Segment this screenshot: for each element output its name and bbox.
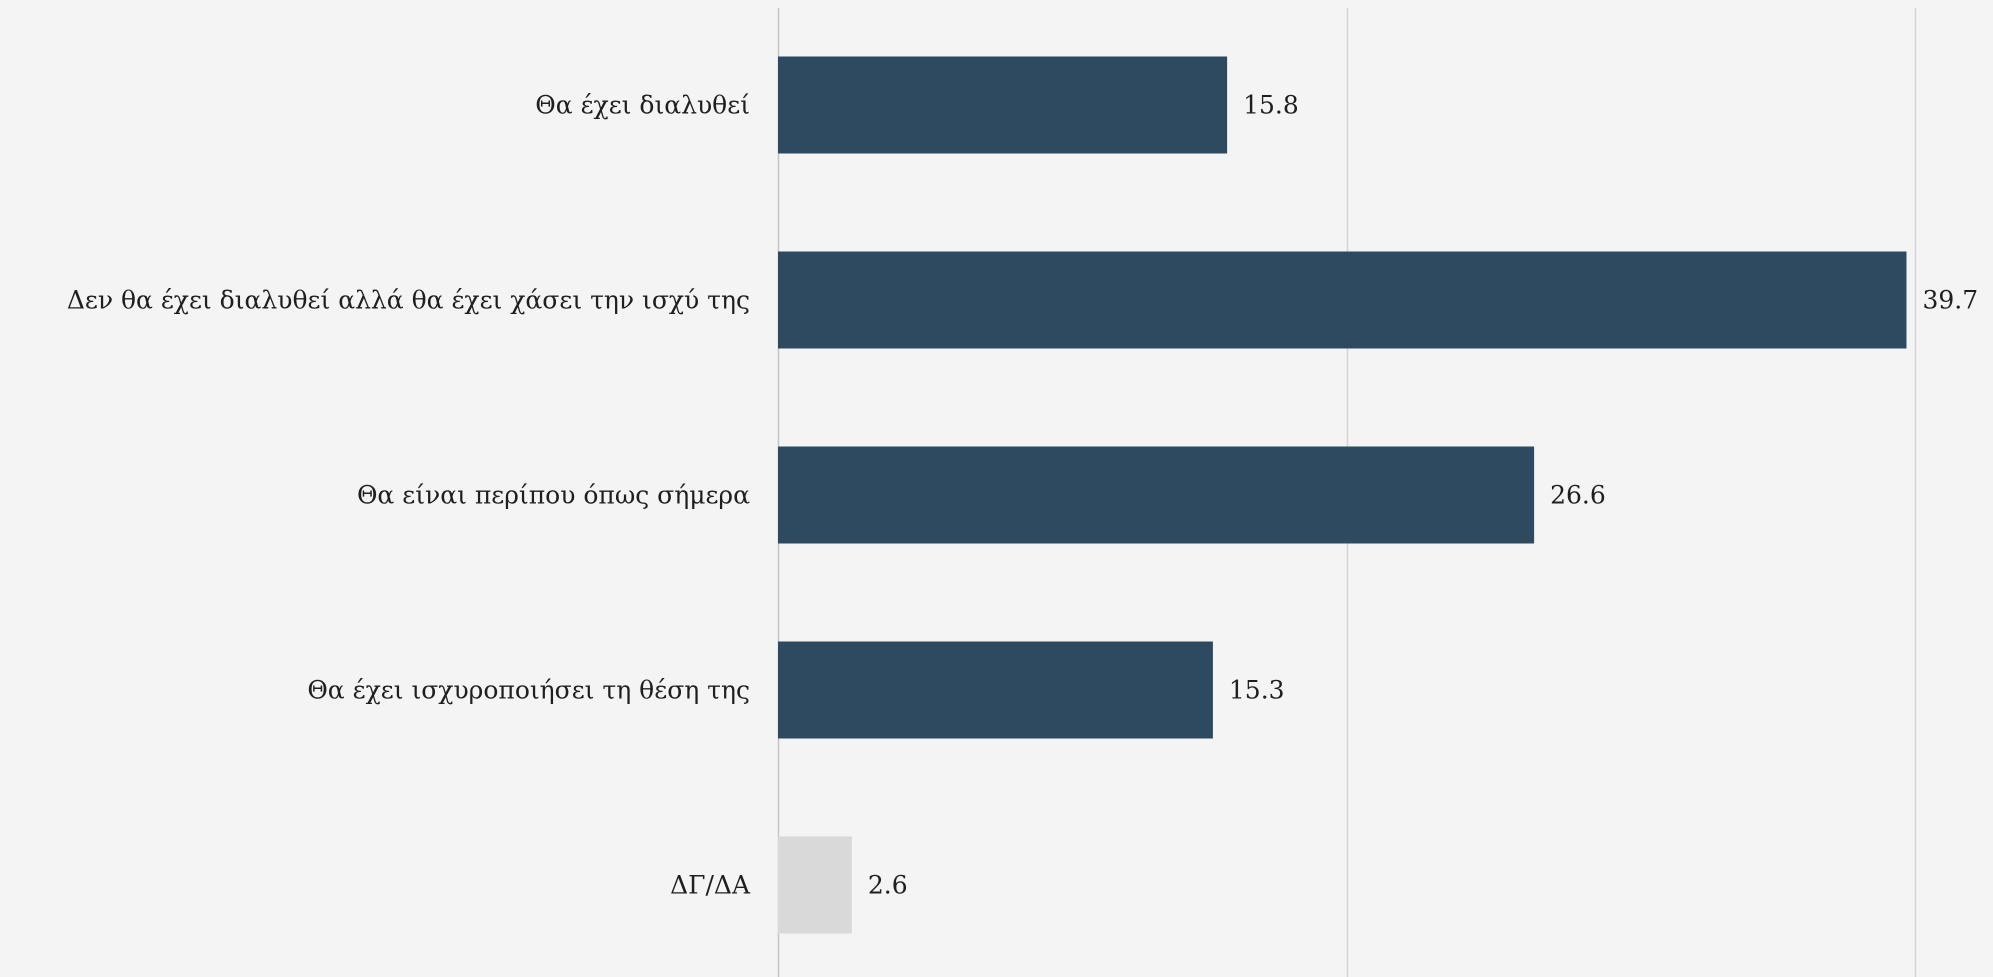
category-label: Θα έχει ισχυροποιήσει τη θέση της (307, 676, 750, 705)
bar (778, 56, 1228, 154)
category-label: ΔΓ/ΔΑ (670, 871, 751, 900)
bar (778, 836, 852, 934)
value-label: 26.6 (1550, 481, 1606, 510)
bar (778, 251, 1907, 349)
bar (778, 641, 1213, 739)
category-label: Θα είναι περίπου όπως σήμερα (357, 481, 750, 510)
labels: Θα έχει διαλυθεί 15.8 Δεν θα έχει διαλυθεί… (67, 91, 1978, 900)
bars (778, 56, 1907, 934)
bar (778, 446, 1535, 544)
value-label: 39.7 (1922, 286, 1978, 315)
value-label: 15.8 (1243, 91, 1299, 120)
value-label: 15.3 (1229, 676, 1285, 705)
category-label: Δεν θα έχει διαλυθεί αλλά θα έχει χάσει … (67, 286, 750, 315)
category-label: Θα έχει διαλυθεί (535, 91, 750, 120)
value-label: 2.6 (868, 871, 908, 900)
